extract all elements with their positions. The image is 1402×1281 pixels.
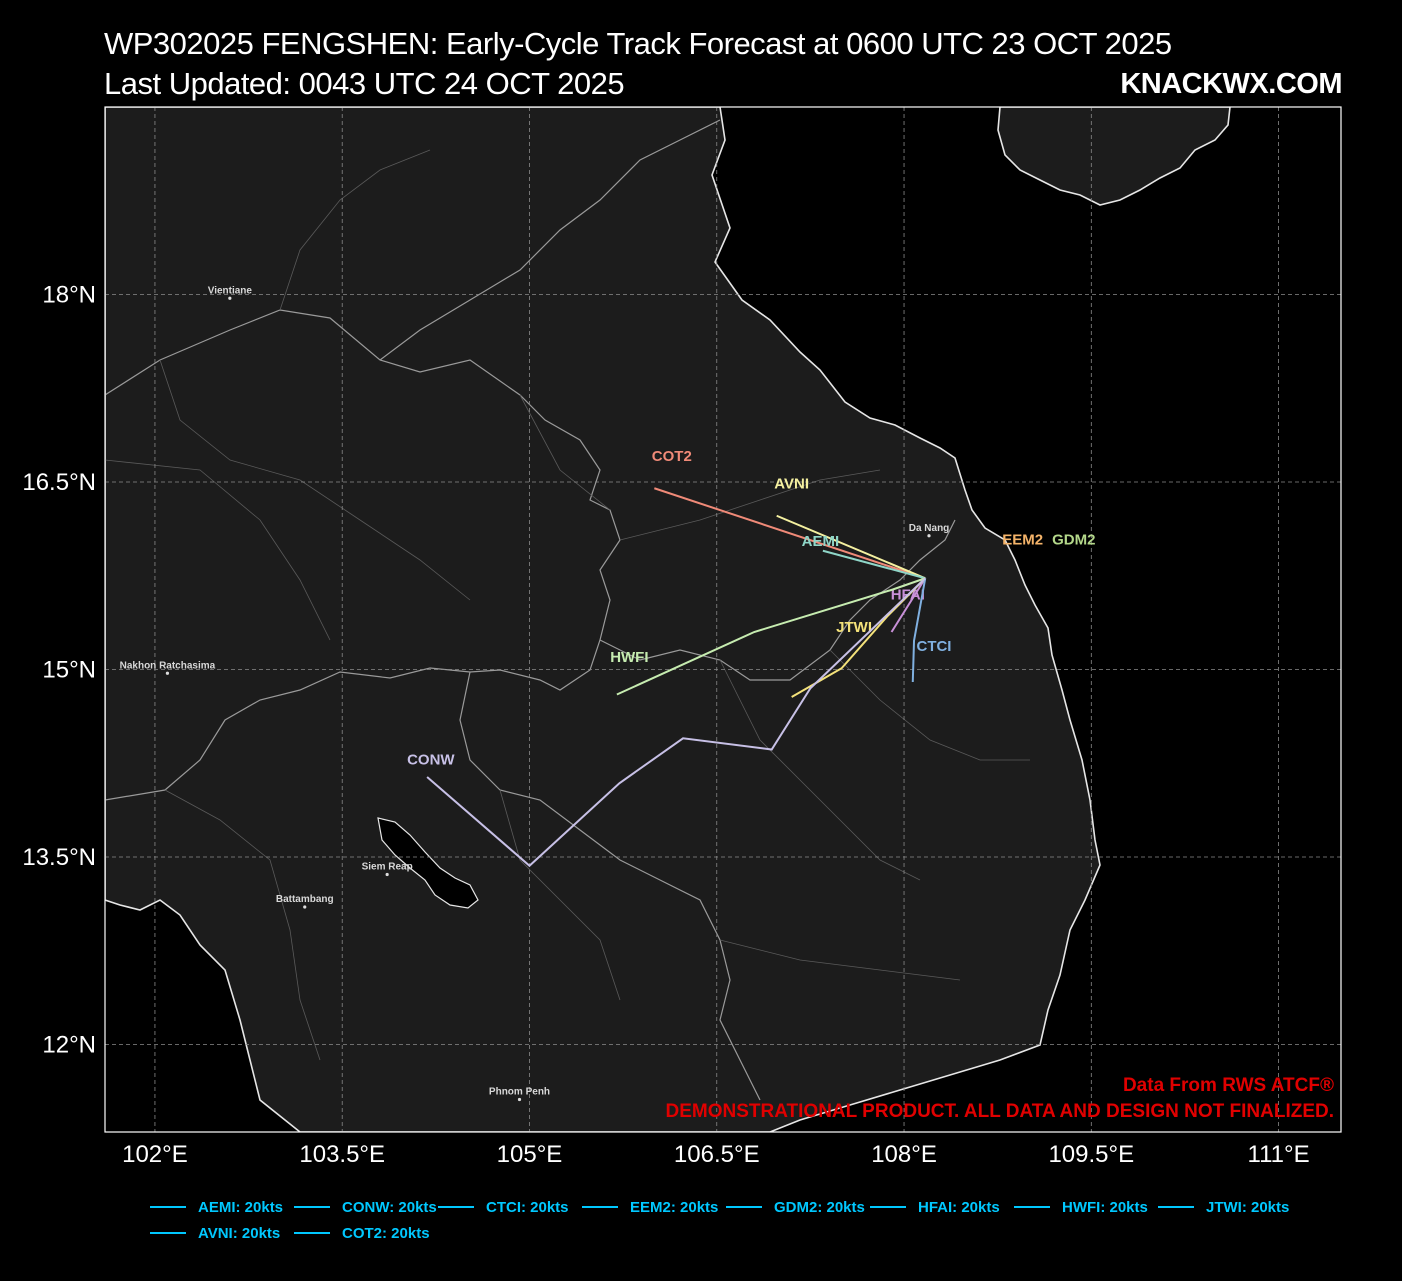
legend-item: GDM2: 20kts [726,1199,870,1216]
data-source-credit: Data From RWS ATCF® [1122,1075,1334,1096]
track-label-avni: AVNI [774,475,809,492]
legend-label: AVNI: 20kts [198,1224,281,1242]
track-label-jtwi: JTWI [836,619,872,636]
legend-item: CONW: 20kts [294,1199,438,1216]
y-tick-label: 18°N [42,282,96,309]
x-tick-label: 109.5°E [1048,1141,1134,1168]
legend-item: AVNI: 20kts [150,1225,294,1242]
legend-item: HWFI: 20kts [1014,1199,1158,1216]
legend-row: AEMI: 20kts CONW: 20kts CTCI: 20kts EEM2: 2… [150,1194,1350,1220]
legend-swatch [582,1206,618,1208]
city-label: Da Nang [909,523,950,534]
legend-item: COT2: 20kts [294,1225,438,1242]
lat-lon-gridlines [105,107,1341,1132]
hainan-island [997,107,1231,206]
track-legend: AEMI: 20kts CONW: 20kts CTCI: 20kts EEM2: 2… [150,1194,1350,1246]
x-tick-label: 103.5°E [299,1141,385,1168]
city-dot [927,534,931,538]
legend-label: HFAI: 20kts [918,1198,1000,1216]
legend-swatch [726,1206,762,1208]
track-line-conw [426,577,926,868]
legend-swatch [1014,1206,1050,1208]
legend-label: CTCI: 20kts [486,1198,569,1216]
plot-frame [104,106,1342,1133]
city-dot [165,671,170,675]
y-tick-label: 15°N [42,657,96,684]
city-label: Vientiane [208,285,253,296]
legend-item: CTCI: 20kts [438,1199,582,1216]
x-tick-label: 108°E [871,1141,937,1168]
brand-logo-text: KNACKWX.COM [1120,68,1342,100]
track-line-ctci [911,578,927,683]
x-tick-label: 105°E [497,1141,563,1168]
x-tick-label: 106.5°E [674,1141,760,1168]
track-line-avni [776,514,926,580]
track-label-cot2: COT2 [652,448,692,465]
legend-label: EEM2: 20kts [630,1198,719,1216]
disclaimer-credit: DEMONSTRATIONAL PRODUCT. ALL DATA AND DE… [665,1101,1335,1122]
y-tick-label: 12°N [42,1032,96,1059]
track-label-conw: CONW [407,752,455,769]
legend-swatch [870,1206,906,1208]
legend-item: AEMI: 20kts [150,1199,294,1216]
track-label-hwfi: HWFI [610,649,648,666]
legend-swatch [294,1232,330,1234]
legend-label: COT2: 20kts [342,1224,430,1242]
legend-swatch [294,1206,330,1208]
legend-swatch [1158,1206,1194,1208]
city-dot [303,905,307,909]
track-line-aemi [822,549,926,580]
legend-swatch [438,1206,474,1208]
track-line-hwfi [616,577,926,696]
city-label: Siem Reap [362,862,413,873]
track-label-ctci: CTCI [916,638,951,655]
city-dot [228,296,232,300]
legend-swatch [150,1206,186,1208]
track-line-cot2 [654,487,926,580]
city-label: Phnom Penh [489,1087,550,1098]
legend-label: HWFI: 20kts [1062,1198,1148,1216]
legend-label: JTWI: 20kts [1206,1198,1290,1216]
axis-tick-labels: 102°E 103.5°E 105°E 106.5°E 108°E 109.5°E 111°… [22,282,1309,1169]
legend-label: CONW: 20kts [342,1198,437,1216]
legend-item: HFAI: 20kts [870,1199,1014,1216]
legend-label: AEMI: 20kts [198,1198,284,1216]
legend-label: GDM2: 20kts [774,1198,865,1216]
legend-swatch [150,1232,186,1234]
track-line-hfai [890,577,927,633]
y-tick-label: 13.5°N [22,844,96,871]
last-updated-subtitle: Last Updated: 0043 UTC 24 OCT 2025 [104,66,625,101]
x-tick-label: 102°E [122,1141,188,1168]
legend-item: EEM2: 20kts [582,1199,726,1216]
track-label-aemi: AEMI [802,533,840,550]
x-tick-label: 111°E [1248,1141,1310,1168]
city-dot [385,872,389,877]
city-dot [517,1097,522,1102]
chart-title: WP302025 FENGSHEN: Early-Cycle Track For… [104,26,1172,61]
legend-item: JTWI: 20kts [1158,1199,1302,1216]
mainland-landmass [105,107,1101,1132]
track-label-eem2: EEM2 [1002,532,1043,549]
tonle-sap-lake [377,817,479,909]
city-label: Ho Chi Minh City [697,1182,777,1193]
city-label: Battambang [276,894,334,905]
province-borders [105,149,1030,1061]
legend-row: AVNI: 20kts COT2: 20kts [150,1220,1350,1246]
track-label-gdm2: GDM2 [1052,532,1095,549]
city-markers: Vientiane Da Nang Nakhon Ratchasima Siem Re… [120,285,950,1193]
city-label: Nakhon Ratchasima [120,660,216,671]
y-tick-label: 16.5°N [22,469,96,496]
